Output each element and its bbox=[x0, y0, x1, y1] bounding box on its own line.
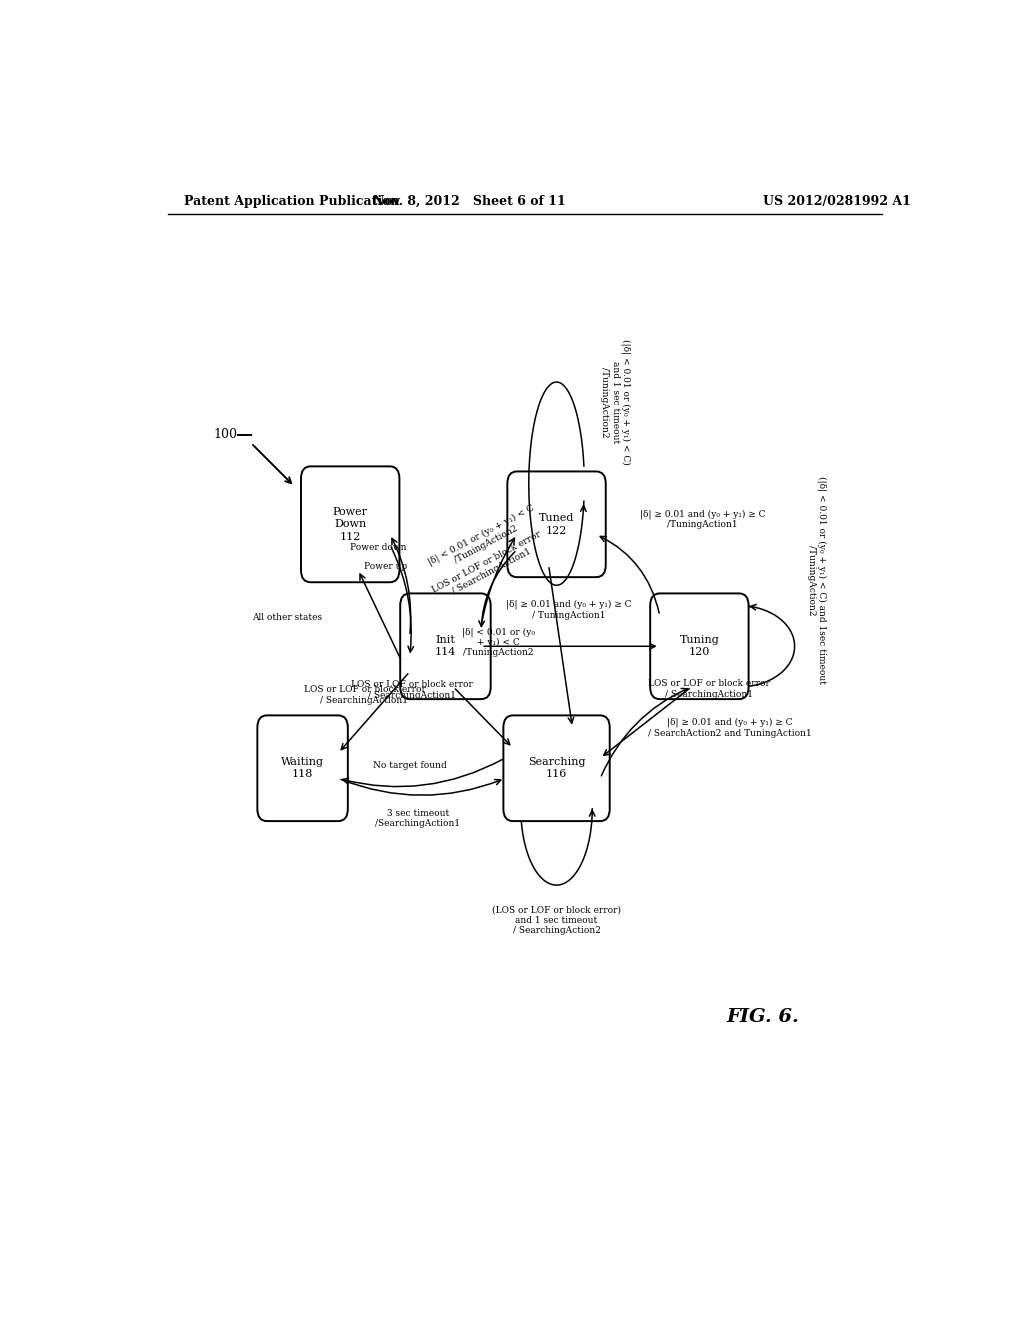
Text: 3 sec timeout
/SearchingAction1: 3 sec timeout /SearchingAction1 bbox=[375, 809, 460, 828]
Text: |δ| ≥ 0.01 and (y₀ + y₁) ≥ C
/TuningAction1: |δ| ≥ 0.01 and (y₀ + y₁) ≥ C /TuningActi… bbox=[640, 510, 765, 529]
Text: Power up: Power up bbox=[365, 562, 408, 572]
FancyBboxPatch shape bbox=[507, 471, 606, 577]
Text: Waiting
118: Waiting 118 bbox=[282, 758, 324, 779]
FancyBboxPatch shape bbox=[650, 594, 749, 700]
Text: Power down: Power down bbox=[350, 544, 407, 552]
Text: Tuning
120: Tuning 120 bbox=[680, 635, 719, 657]
Text: LOS or LOF or block error
/ SearchingAction1: LOS or LOF or block error / SearchingAct… bbox=[431, 529, 548, 605]
Text: Searching
116: Searching 116 bbox=[527, 758, 586, 779]
Text: (|δ| < 0.01 or (y₀ + y₁) < C)
and 1 sec timeout
/TuningAction2: (|δ| < 0.01 or (y₀ + y₁) < C) and 1 sec … bbox=[600, 339, 631, 465]
Text: |δ| ≥ 0.01 and (y₀ + y₁) ≥ C
/ TuningAction1: |δ| ≥ 0.01 and (y₀ + y₁) ≥ C / TuningAct… bbox=[506, 599, 631, 620]
Text: LOS or LOF or block error
/ SearchingAction1: LOS or LOF or block error / SearchingAct… bbox=[303, 685, 425, 705]
Text: LOS or LOF or block error
/ SearchingAction1: LOS or LOF or block error / SearchingAct… bbox=[648, 680, 770, 698]
FancyBboxPatch shape bbox=[301, 466, 399, 582]
Text: |δ| ≥ 0.01 and (y₀ + y₁) ≥ C
/ SearchAction2 and TuningAction1: |δ| ≥ 0.01 and (y₀ + y₁) ≥ C / SearchAct… bbox=[648, 718, 812, 738]
Text: Nov. 8, 2012   Sheet 6 of 11: Nov. 8, 2012 Sheet 6 of 11 bbox=[373, 194, 565, 207]
Text: US 2012/0281992 A1: US 2012/0281992 A1 bbox=[763, 194, 910, 207]
Text: |δ| < 0.01 or (y₀
+ y₁) < C
/TuningAction2: |δ| < 0.01 or (y₀ + y₁) < C /TuningActio… bbox=[462, 627, 536, 657]
Text: (LOS or LOF or block error)
and 1 sec timeout
/ SearchingAction2: (LOS or LOF or block error) and 1 sec ti… bbox=[493, 906, 621, 936]
Text: |δ| < 0.01 or (y₀ + y₁) < C
/TuningAction2: |δ| < 0.01 or (y₀ + y₁) < C /TuningActio… bbox=[426, 503, 541, 577]
Text: Init
114: Init 114 bbox=[435, 635, 456, 657]
Text: Power
Down
112: Power Down 112 bbox=[333, 507, 368, 541]
FancyBboxPatch shape bbox=[504, 715, 609, 821]
Text: Tuned
122: Tuned 122 bbox=[539, 513, 574, 536]
Text: (|δ| < 0.01 or (y₀ + y₁) < C) and 1sec timeout
/TuningAction2: (|δ| < 0.01 or (y₀ + y₁) < C) and 1sec t… bbox=[807, 477, 826, 684]
Text: All other states: All other states bbox=[252, 614, 323, 622]
Text: 100: 100 bbox=[214, 429, 238, 441]
FancyBboxPatch shape bbox=[400, 594, 490, 700]
FancyBboxPatch shape bbox=[257, 715, 348, 821]
Text: Patent Application Publication: Patent Application Publication bbox=[183, 194, 399, 207]
Text: FIG. 6.: FIG. 6. bbox=[726, 1008, 800, 1026]
Text: No target found: No target found bbox=[373, 762, 446, 771]
Text: LOS or LOF or block error
/ SearchingAction1: LOS or LOF or block error / SearchingAct… bbox=[351, 680, 473, 700]
